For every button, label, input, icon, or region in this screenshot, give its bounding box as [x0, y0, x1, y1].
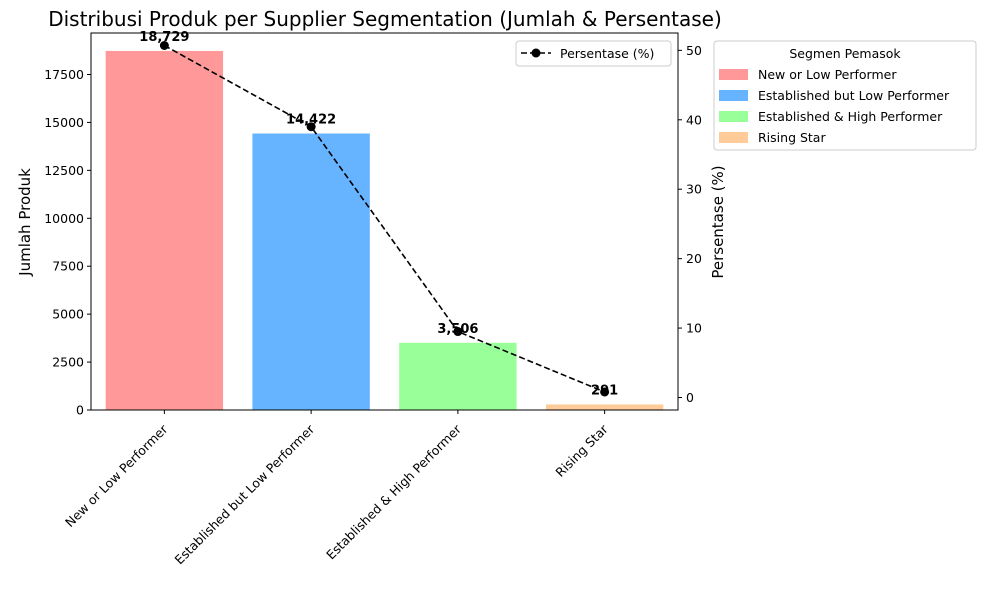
- percentage-point: [600, 387, 610, 397]
- secondary-y-tick-label: 30: [686, 182, 702, 197]
- y-tick-label: 12500: [44, 163, 84, 178]
- segment-legend-swatch: [719, 69, 748, 80]
- bar: [545, 404, 664, 410]
- value-labels-layer: 18,729 14,422 3,506 291: [139, 30, 618, 398]
- bar: [105, 50, 224, 411]
- x-tick-label: Established & High Performer: [323, 421, 464, 562]
- y-tick-label: 0: [76, 403, 84, 418]
- percentage-point: [306, 122, 316, 132]
- percentage-point: [453, 327, 463, 337]
- segment-legend-label: Rising Star: [758, 130, 826, 145]
- bar-value-label: 3,506: [437, 322, 478, 337]
- percentage-line-layer: [159, 40, 610, 397]
- bar: [252, 133, 370, 410]
- segment-legend-label: Established & High Performer: [758, 109, 943, 124]
- y-tick-label: 17500: [44, 67, 84, 82]
- percentage-line: [163, 44, 605, 393]
- x-axis-ticks: New or Low Performer Established but Low …: [62, 410, 611, 567]
- chart-title: Distribusi Produk per Supplier Segmentat…: [48, 7, 722, 31]
- bar-value-label: 14,422: [286, 113, 336, 128]
- segment-legend-swatch: [719, 132, 748, 143]
- secondary-y-tick-label: 50: [686, 43, 702, 58]
- segment-legend-items: New or Low Performer Established but Low …: [719, 67, 950, 145]
- segment-legend-swatch: [719, 111, 748, 122]
- secondary-y-tick-label: 0: [686, 390, 694, 405]
- y-tick-label: 2500: [52, 355, 84, 370]
- y-tick-label: 10000: [44, 211, 84, 226]
- secondary-y-tick-label: 10: [686, 321, 702, 336]
- bar-value-label: 291: [591, 383, 618, 398]
- percentage-point: [159, 40, 169, 50]
- secondary-y-axis-label: Persentase (%): [709, 165, 727, 278]
- x-tick-label: Established but Low Performer: [172, 421, 318, 567]
- x-tick-label: New or Low Performer: [62, 421, 171, 530]
- bar: [399, 342, 517, 410]
- x-tick-label: Rising Star: [552, 421, 611, 480]
- line-legend-box: [515, 40, 672, 67]
- y-axis-label: Jumlah Produk: [16, 168, 34, 277]
- segment-legend-title: Segmen Pemasok: [789, 46, 901, 61]
- left-axis-ticks: 0 2500 5000 7500 10000 12500 15000 17500: [44, 67, 91, 418]
- secondary-y-tick-label: 20: [686, 251, 702, 266]
- bar-value-label: 18,729: [139, 30, 189, 45]
- segment-legend-label: New or Low Performer: [758, 67, 897, 82]
- y-tick-label: 7500: [52, 259, 84, 274]
- right-axis-ticks: 0 10 20 30 40 50: [678, 43, 702, 405]
- segment-legend-swatch: [719, 90, 748, 101]
- segment-legend-box: [713, 40, 977, 151]
- plot-frame: [90, 32, 679, 411]
- y-tick-label: 5000: [52, 307, 84, 322]
- line-legend-marker-icon: [531, 48, 541, 58]
- segment-legend-label: Established but Low Performer: [758, 88, 950, 103]
- segment-legend: Segmen Pemasok New or Low Performer Estab…: [713, 40, 977, 151]
- secondary-y-tick-label: 40: [686, 112, 702, 127]
- line-legend: Persentase (%): [515, 40, 672, 67]
- bars-layer: [105, 50, 664, 411]
- line-legend-label: Persentase (%): [560, 46, 654, 61]
- y-tick-label: 15000: [44, 115, 84, 130]
